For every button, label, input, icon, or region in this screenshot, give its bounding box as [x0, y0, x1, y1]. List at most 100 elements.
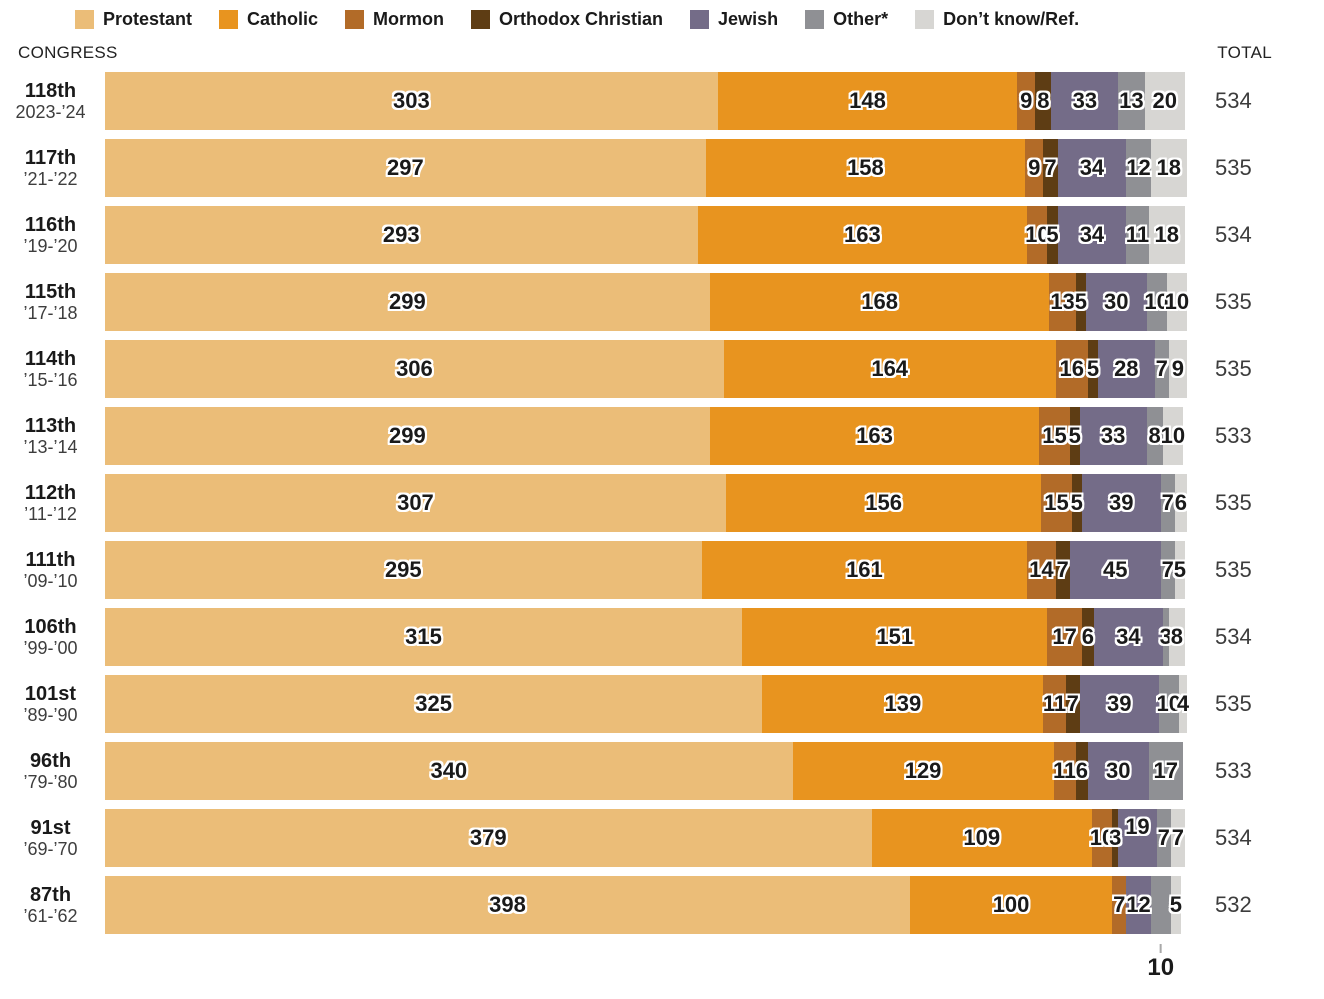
bar-segment-mormon	[1017, 72, 1036, 130]
row-label: 117th ’21-’22	[0, 147, 105, 190]
years-label: ’19-’20	[23, 235, 78, 256]
bar-row: 111th ’09-’10 295 161 14 7 45 7 5 535	[0, 541, 1324, 599]
row-total: 535	[1215, 289, 1252, 314]
segment-value-label: 306	[396, 356, 433, 381]
years-label: ’99-’00	[23, 637, 78, 658]
segment-value-label: 299	[388, 423, 426, 448]
bar-segment-protestant	[105, 474, 726, 532]
legend-item: Protestant	[75, 9, 192, 30]
row-label: 106th ’99-’00	[0, 616, 105, 659]
legend-swatch-mormon	[345, 10, 365, 29]
segment-value-label: 325	[415, 691, 452, 716]
bar-segment-dont-know	[1178, 675, 1187, 733]
segment-value-label: 109	[963, 825, 1001, 850]
congress-label: 101st	[24, 682, 77, 705]
callout-value-label: 10	[1147, 954, 1175, 981]
segment-value-label: 151	[876, 624, 914, 649]
segment-value-label: 4	[1176, 691, 1190, 716]
bar-segment-orthodox-christian	[1112, 809, 1119, 867]
row-label: 111th ’09-’10	[0, 549, 105, 592]
stacked-bar: 303 148 9 8 33 13 20	[105, 72, 1187, 130]
bar-segment-catholic	[792, 742, 1054, 800]
row-total: 535	[1215, 557, 1252, 582]
row-total: 534	[1215, 825, 1252, 850]
segment-value-label: 3	[1159, 624, 1172, 649]
row-total: 534	[1215, 88, 1252, 113]
bar-segment-jewish	[1087, 742, 1149, 800]
segment-value-label: 158	[847, 155, 884, 180]
bar-segment-protestant	[105, 876, 910, 934]
segment-value-label: 5	[1173, 557, 1187, 582]
row-total: 533	[1215, 423, 1252, 448]
bar-segment-catholic	[909, 876, 1113, 934]
bar-segment-other	[1118, 72, 1145, 130]
segment-value-label: 7	[1066, 691, 1079, 716]
stacked-bar: 307 156 15 5 39 7 6	[105, 474, 1187, 532]
bar-segment-orthodox-christian	[1071, 474, 1082, 532]
years-label: 2023-’24	[15, 101, 86, 122]
years-label: ’09-’10	[23, 570, 78, 591]
legend-label: Mormon	[373, 9, 445, 29]
bar-row: 101st ’89-’90 325 139 11 7 39 10 4 535	[0, 675, 1324, 733]
stacked-bar: 297 158 9 7 34 12 18	[105, 139, 1187, 197]
bar-segment-dont-know	[1162, 407, 1183, 465]
bar-segment-catholic	[705, 139, 1026, 197]
congress-label: 96th	[29, 749, 72, 772]
segment-value-label: 7	[1056, 557, 1069, 582]
legend-label: Orthodox Christian	[499, 9, 664, 29]
segment-value-label: 340	[430, 758, 468, 783]
segment-value-label: 20	[1152, 88, 1177, 113]
segment-value-label: 39	[1109, 490, 1134, 515]
segment-value-label: 5	[1046, 222, 1059, 247]
bar-segment-dont-know	[1166, 273, 1187, 331]
bar-segment-protestant	[105, 206, 698, 264]
bar-segment-catholic	[762, 675, 1044, 733]
years-label: ’21-’22	[23, 168, 78, 189]
bar-segment-orthodox-christian	[1065, 675, 1080, 733]
bar-segment-jewish	[1057, 139, 1127, 197]
segment-value-label: 10	[1164, 289, 1190, 314]
column-headers: CONGRESS TOTAL	[0, 43, 1324, 63]
row-total: 532	[1215, 892, 1252, 917]
segment-value-label: 12	[1126, 155, 1151, 180]
bar-segment-mormon	[1112, 876, 1127, 934]
bar-row: 118th 2023-’24 303 148 9 8 33 13 20 534	[0, 72, 1324, 130]
bar-segment-orthodox-christian	[1035, 72, 1052, 130]
years-label: ’15-’16	[23, 369, 78, 390]
bar-segment-orthodox-christian	[1069, 407, 1080, 465]
segment-value-label: 17	[1153, 758, 1178, 783]
bar-segment-catholic	[701, 541, 1028, 599]
callout: 10	[1147, 944, 1174, 982]
segment-value-label: 5	[1070, 490, 1083, 515]
segment-value-label: 34	[1079, 222, 1105, 247]
bar-segment-dont-know	[1174, 474, 1187, 532]
stacked-bar: 379 109 10 3 19 7 7	[105, 809, 1187, 867]
total-column-header: TOTAL	[1217, 43, 1272, 62]
segment-value-label: 12	[1126, 892, 1151, 917]
segment-value-label: 7	[1157, 825, 1170, 850]
bar-segment-jewish	[1093, 608, 1163, 666]
callout-tick-line	[1159, 944, 1162, 953]
segment-value-label: 16	[1059, 356, 1084, 381]
row-total: 533	[1215, 758, 1252, 783]
segment-value-label: 6	[1075, 758, 1088, 783]
segment-value-label: 11	[1042, 691, 1067, 716]
stacked-bar: 315 151 17 6 34 3 8	[105, 608, 1187, 666]
years-label: ’79-’80	[23, 771, 78, 792]
bar-segment-protestant	[105, 675, 763, 733]
segment-value-label: 3	[1109, 825, 1122, 850]
segment-value-label: 315	[405, 624, 442, 649]
segment-value-label: 10	[1160, 423, 1186, 448]
segment-value-label: 7	[1044, 155, 1057, 180]
bar-row: 117th ’21-’22 297 158 9 7 34 12 18 535	[0, 139, 1324, 197]
segment-value-label: 10	[1156, 691, 1182, 716]
congress-label: 91st	[30, 816, 71, 839]
segment-value-label: 168	[861, 289, 898, 314]
bar-segment-other	[1146, 407, 1163, 465]
bar-segment-mormon	[1025, 139, 1044, 197]
segment-value-label: 299	[388, 289, 426, 314]
bar-segment-catholic	[725, 474, 1042, 532]
segment-value-label: 8	[1037, 88, 1050, 113]
segment-value-label: 8	[1170, 624, 1183, 649]
segment-value-label: 303	[393, 88, 430, 113]
